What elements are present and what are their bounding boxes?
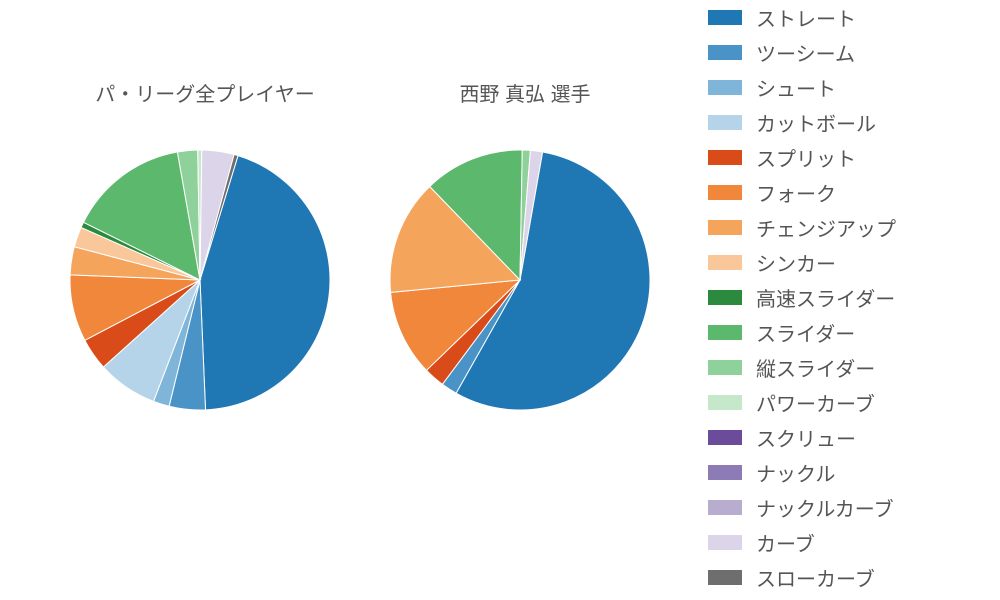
legend-swatch [708, 80, 742, 95]
legend-item-straight: ストレート [708, 0, 988, 35]
legend: ストレートツーシームシュートカットボールスプリットフォークチェンジアップシンカー… [708, 0, 988, 595]
legend-item-split: スプリット [708, 140, 988, 175]
legend-item-sinker: シンカー [708, 245, 988, 280]
legend-label: スプリット [756, 143, 856, 172]
legend-label: チェンジアップ [756, 213, 896, 242]
legend-swatch [708, 430, 742, 445]
legend-swatch [708, 570, 742, 585]
legend-label: カットボール [756, 108, 876, 137]
legend-item-power_curve: パワーカーブ [708, 385, 988, 420]
legend-item-two_seam: ツーシーム [708, 35, 988, 70]
legend-label: ツーシーム [756, 38, 855, 67]
legend-label: フォーク [756, 178, 836, 207]
legend-swatch [708, 360, 742, 375]
legend-label: ストレート [756, 3, 856, 32]
legend-label: スライダー [756, 318, 855, 347]
chart-title-1: 西野 真弘 選手 [459, 78, 590, 107]
legend-label: ナックルカーブ [756, 493, 894, 522]
legend-swatch [708, 500, 742, 515]
legend-item-fork: フォーク [708, 175, 988, 210]
legend-swatch [708, 255, 742, 270]
chart-title-0: パ・リーグ全プレイヤー [95, 78, 314, 107]
legend-swatch [708, 220, 742, 235]
legend-item-slider: スライダー [708, 315, 988, 350]
legend-label: スクリュー [756, 423, 856, 452]
legend-swatch [708, 395, 742, 410]
legend-swatch [708, 325, 742, 340]
legend-label: 縦スライダー [756, 353, 875, 382]
pie-chart-1 [388, 148, 652, 412]
legend-item-slow_curve: スローカーブ [708, 560, 988, 595]
legend-label: パワーカーブ [756, 388, 875, 417]
legend-item-cutball: カットボール [708, 105, 988, 140]
legend-item-fast_slider: 高速スライダー [708, 280, 988, 315]
legend-swatch [708, 45, 742, 60]
legend-item-knuckle_curve: ナックルカーブ [708, 490, 988, 525]
legend-label: スローカーブ [756, 563, 875, 592]
legend-swatch [708, 465, 742, 480]
legend-item-changeup: チェンジアップ [708, 210, 988, 245]
pie-chart-0 [68, 148, 332, 412]
legend-swatch [708, 150, 742, 165]
legend-label: シュート [756, 73, 836, 102]
legend-swatch [708, 290, 742, 305]
legend-swatch [708, 10, 742, 25]
legend-swatch [708, 185, 742, 200]
legend-label: 高速スライダー [756, 283, 895, 312]
legend-swatch [708, 535, 742, 550]
legend-swatch [708, 115, 742, 130]
legend-item-v_slider: 縦スライダー [708, 350, 988, 385]
legend-item-curve: カーブ [708, 525, 988, 560]
legend-label: シンカー [756, 248, 836, 277]
legend-label: カーブ [756, 528, 815, 557]
legend-item-knuckle: ナックル [708, 455, 988, 490]
legend-label: ナックル [756, 458, 835, 487]
legend-item-shoot: シュート [708, 70, 988, 105]
legend-item-screw: スクリュー [708, 420, 988, 455]
